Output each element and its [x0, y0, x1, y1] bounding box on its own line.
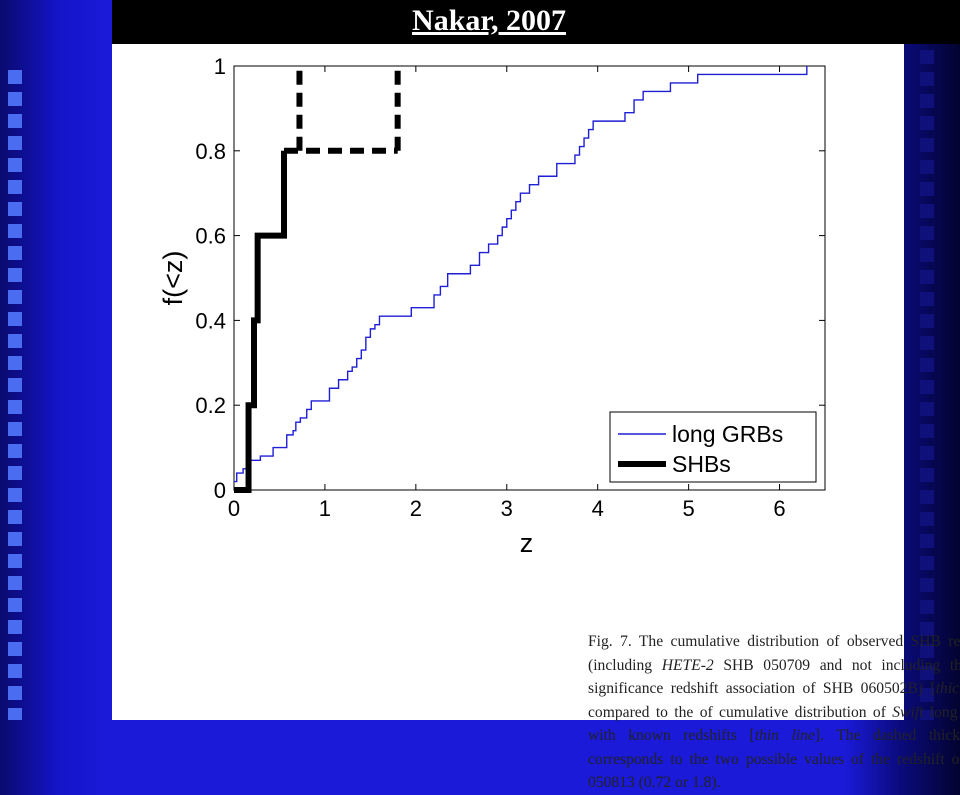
- x-tick-label: 1: [319, 496, 331, 521]
- decor-square: [8, 576, 22, 590]
- decor-square: [920, 314, 934, 328]
- decor-square: [920, 160, 934, 174]
- decor-square: [8, 686, 22, 700]
- decor-square: [920, 490, 934, 504]
- decor-square: [8, 136, 22, 150]
- series-long-grbs-line: [234, 66, 808, 483]
- caption-part: thin line: [754, 727, 815, 744]
- decor-square: [8, 444, 22, 458]
- decor-square: [8, 202, 22, 216]
- decor-square: [8, 268, 22, 282]
- figure-panel: 0 1 2 3 4 5 6 0 0.2 0.4 0.6 0.8 1 z f(<z) long GRBs SHBs…: [112, 44, 960, 791]
- decor-square: [8, 466, 22, 480]
- decor-square: [8, 180, 22, 194]
- decor-square: [920, 534, 934, 548]
- decor-square: [920, 578, 934, 592]
- x-tick-label: 6: [773, 496, 785, 521]
- decor-square: [920, 336, 934, 350]
- decor-square: [8, 554, 22, 568]
- decor-square: [8, 708, 22, 720]
- caption-part: ] compared to the of cumulative distribu…: [588, 703, 886, 721]
- decor-square: [920, 248, 934, 262]
- x-tick-label: 2: [410, 496, 422, 521]
- legend-label-shbs: SHBs: [672, 451, 731, 477]
- decor-square: [8, 510, 22, 524]
- y-tick-label: 0.4: [195, 308, 226, 333]
- x-tick-label: 4: [592, 496, 604, 521]
- decor-square: [920, 446, 934, 460]
- decor-square: [8, 598, 22, 612]
- decor-square: [8, 488, 22, 502]
- caption-part: SHB 050709 and not including the low sig…: [588, 656, 960, 698]
- slide-title-bar: [112, 0, 960, 44]
- decor-square: [920, 138, 934, 152]
- decor-square: [920, 116, 934, 130]
- legend-box: [609, 411, 817, 483]
- cumulative-distribution-chart: 0 1 2 3 4 5 6 0 0.2 0.4 0.6 0.8 1 z f(<z) long GRBs SHBs: [158, 54, 826, 558]
- series-shbs-line: [234, 150, 288, 493]
- decor-square: [920, 644, 934, 658]
- y-tick-label: 0.2: [195, 393, 226, 418]
- decor-square: [920, 358, 934, 372]
- decor-square: [920, 50, 934, 64]
- x-tick-label: 0: [228, 496, 240, 521]
- plot-frame: [233, 65, 826, 491]
- decor-square: [8, 356, 22, 370]
- x-axis-label: z: [520, 528, 534, 558]
- decor-square: [8, 642, 22, 656]
- decor-square: [920, 402, 934, 416]
- y-tick-label: 0.6: [195, 224, 226, 249]
- slide-decoration-right: [920, 50, 934, 720]
- decor-square: [8, 158, 22, 172]
- decor-square: [920, 292, 934, 306]
- caption-part: HETE-2: [661, 656, 714, 674]
- decor-square: [920, 666, 934, 680]
- y-tick-label: 0: [214, 478, 226, 503]
- figure-caption: Fig. 7. The cumulative distribution of o…: [588, 630, 960, 795]
- decor-square: [920, 182, 934, 196]
- decor-square: [8, 620, 22, 634]
- slide-title: Nakar, 2007: [412, 4, 566, 37]
- y-axis-label: f(<z): [158, 251, 188, 306]
- x-tick-label: 3: [501, 496, 513, 521]
- x-tick-label: 5: [682, 496, 694, 521]
- decor-square: [920, 380, 934, 394]
- decor-square: [920, 556, 934, 570]
- decor-square: [920, 710, 934, 720]
- decor-square: [8, 224, 22, 238]
- caption-part: Swift: [892, 703, 924, 721]
- decor-square: [920, 226, 934, 240]
- decor-square: [8, 290, 22, 304]
- caption-part: thick line: [935, 680, 960, 697]
- decor-square: [8, 422, 22, 436]
- decor-square: [8, 378, 22, 392]
- decor-square: [8, 532, 22, 546]
- decor-square: [920, 622, 934, 636]
- decor-square: [920, 204, 934, 218]
- y-tick-label: 0.8: [195, 139, 226, 164]
- decor-square: [8, 400, 22, 414]
- decor-square: [920, 270, 934, 284]
- decor-square: [8, 92, 22, 106]
- legend-label-long-grbs: long GRBs: [672, 421, 783, 447]
- decor-square: [920, 468, 934, 482]
- decor-square: [920, 600, 934, 614]
- y-tick-label: 1: [214, 54, 226, 79]
- caption-part: Fig. 7. The cumulative distribution of o…: [588, 633, 960, 674]
- decor-square: [8, 664, 22, 678]
- decor-square: [920, 72, 934, 86]
- decor-square: [8, 312, 22, 326]
- decor-square: [920, 94, 934, 108]
- decor-square: [920, 512, 934, 526]
- decor-square: [920, 424, 934, 438]
- decor-square: [8, 114, 22, 128]
- decor-square: [920, 688, 934, 702]
- decor-square: [8, 334, 22, 348]
- decor-square: [8, 70, 22, 84]
- decor-square: [8, 246, 22, 260]
- slide-decoration-left: [8, 70, 22, 720]
